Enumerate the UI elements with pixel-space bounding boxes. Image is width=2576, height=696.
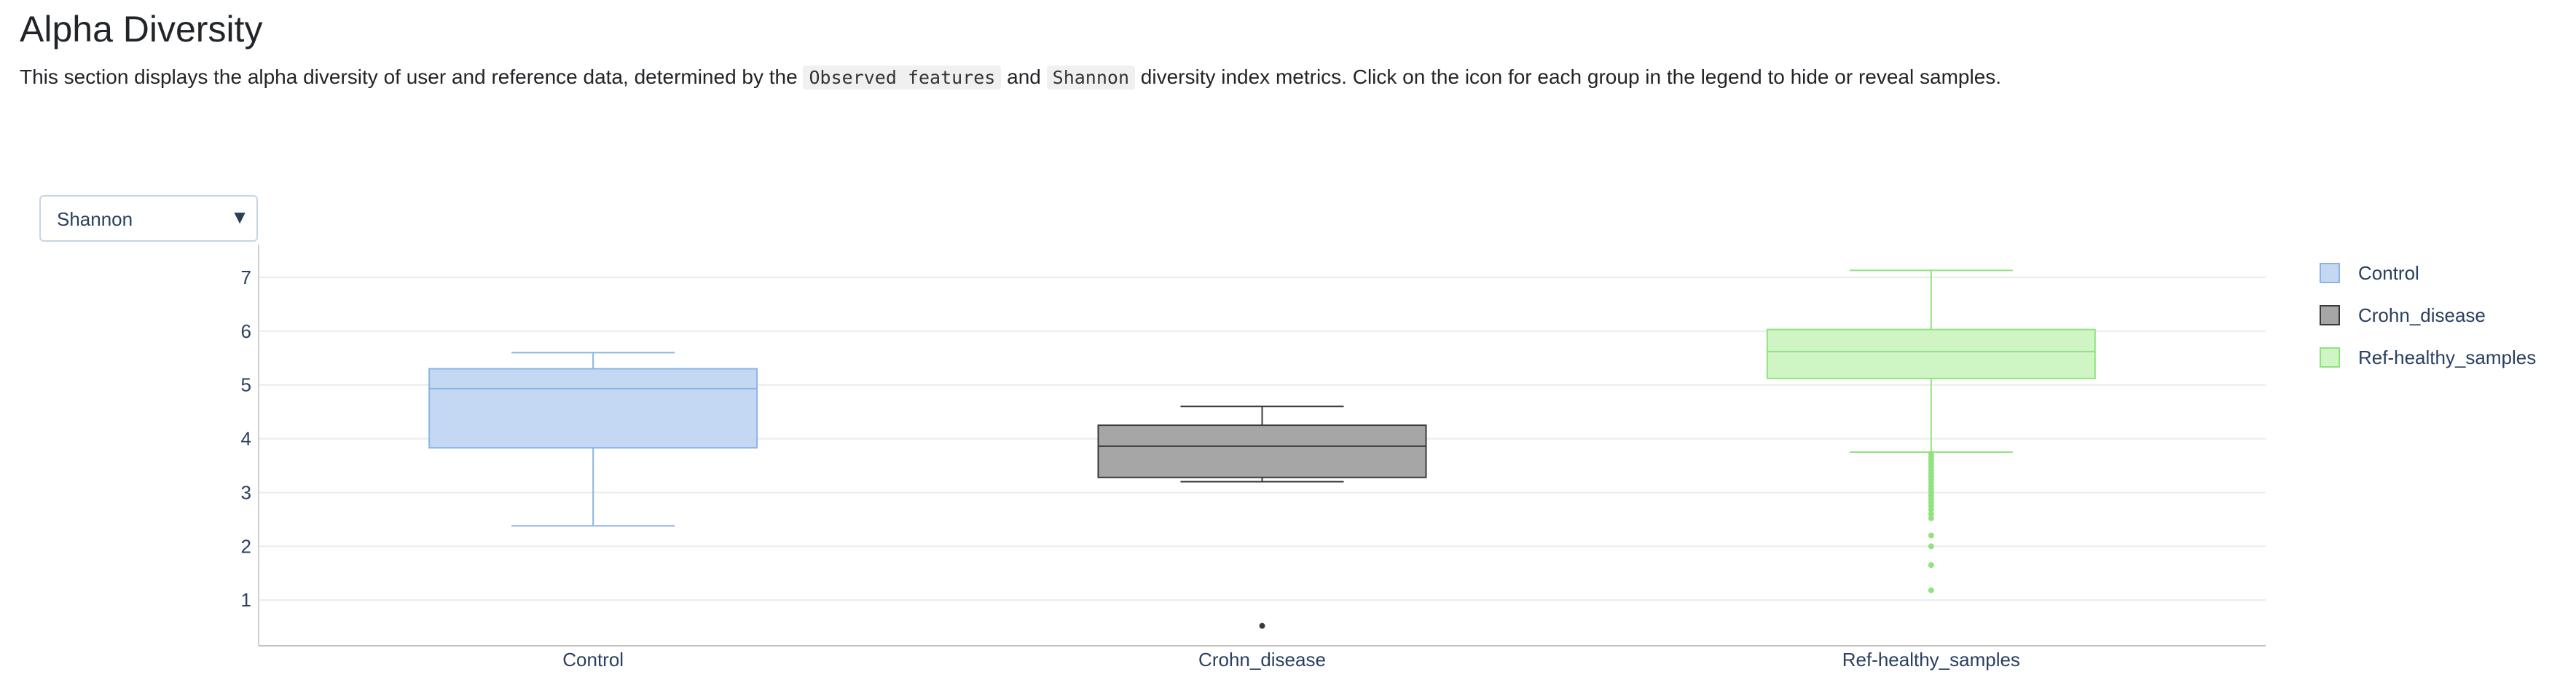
legend-label: Crohn_disease xyxy=(2358,304,2486,326)
y-tick-label: 7 xyxy=(241,266,251,288)
y-tick-label: 6 xyxy=(241,320,251,342)
description-text-1: This section displays the alpha diversit… xyxy=(20,66,804,88)
page-title: Alpha Diversity xyxy=(20,9,263,50)
box-iqr xyxy=(1097,424,1427,478)
alpha-diversity-box-plot: 1 2 3 4 5 6 7 Control Crohn_disease Ref-healthy_s… xyxy=(241,245,2536,671)
box-ref-healthy-samples xyxy=(1766,269,2096,593)
legend-item-ref-healthy-samples[interactable]: Ref-healthy_samples xyxy=(2320,347,2536,368)
shannon-code: Shannon xyxy=(1046,66,1135,90)
x-tick-label: Control xyxy=(562,649,624,671)
section-description: This section displays the alpha diversit… xyxy=(20,63,2001,92)
legend-swatch[interactable] xyxy=(2320,347,2340,368)
caret-down-icon: ▼ xyxy=(230,206,249,228)
outlier-point xyxy=(1928,511,1934,517)
legend-label: Control xyxy=(2358,262,2419,284)
outlier-point xyxy=(1928,543,1934,550)
description-text-2: and xyxy=(1001,66,1047,88)
outlier-point xyxy=(1928,507,1934,513)
x-tick-label: Ref-healthy_samples xyxy=(1842,649,2020,671)
y-tick-label: 5 xyxy=(241,374,251,396)
legend-swatch[interactable] xyxy=(2320,263,2340,283)
outlier-point xyxy=(1928,515,1934,521)
metric-dropdown[interactable]: Shannon ▼ xyxy=(39,195,258,242)
box-layer xyxy=(428,269,2096,629)
outlier-point xyxy=(1928,562,1934,569)
outlier-point xyxy=(1928,587,1934,593)
axis-layer: 1 2 3 4 5 6 7 Control Crohn_disease Ref-healthy_s… xyxy=(241,245,2266,671)
outlier-point xyxy=(1928,532,1934,539)
legend-swatch[interactable] xyxy=(2320,305,2340,325)
observed-features-code: Observed features xyxy=(803,66,1002,90)
y-tick-label: 2 xyxy=(241,535,251,557)
y-tick-label: 4 xyxy=(241,428,251,450)
legend-item-control[interactable]: Control xyxy=(2320,262,2419,284)
legend-label: Ref-healthy_samples xyxy=(2358,347,2536,368)
box-control xyxy=(428,352,758,527)
box-crohn-disease xyxy=(1097,406,1427,629)
metric-dropdown-value: Shannon xyxy=(57,208,133,230)
legend: Control Crohn_disease Ref-healthy_samples xyxy=(2320,262,2536,368)
legend-item-crohn-disease[interactable]: Crohn_disease xyxy=(2320,304,2486,326)
x-tick-label: Crohn_disease xyxy=(1198,649,1326,671)
box-iqr xyxy=(1766,328,2096,379)
box-iqr xyxy=(428,368,758,449)
y-tick-label: 3 xyxy=(241,481,251,503)
outlier-point xyxy=(1259,622,1265,629)
y-tick-label: 1 xyxy=(241,589,251,611)
description-text-3: diversity index metrics. Click on the ic… xyxy=(1135,66,2002,88)
